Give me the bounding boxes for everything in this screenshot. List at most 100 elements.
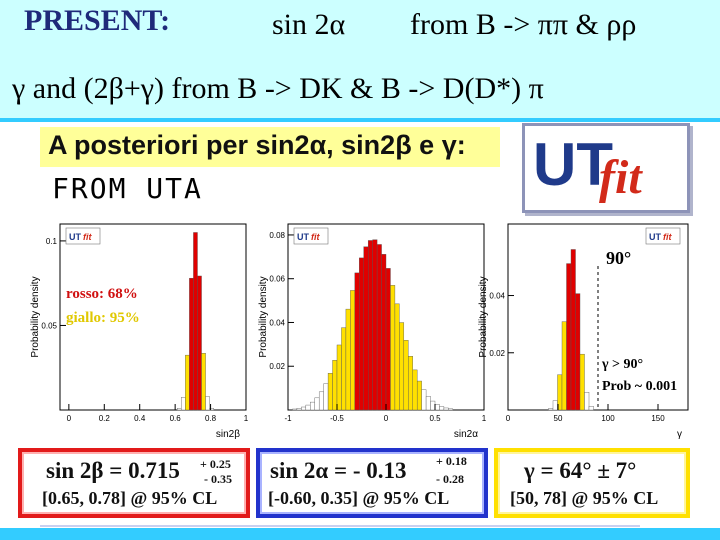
legend-outer: giallo: 95% [66,310,140,326]
histogram-bar [209,408,214,411]
y-tick-label: 0.04 [489,292,505,301]
x-tick-label: 0 [384,414,389,423]
x-tick-label: 0.5 [429,414,441,423]
y-axis-label: Probability density [478,276,489,357]
histogram-bar [399,322,405,411]
sin2alpha-label: sin 2α [272,8,346,41]
histogram-bar [193,232,198,411]
histogram-bar [310,401,315,411]
gamma-value: γ = 64° ± 7° [524,458,637,483]
annotation-prob: Prob ~ 0.001 [602,379,677,394]
y-tick-label: 0.04 [269,318,285,327]
histogram-bar [579,353,585,411]
histogram-bar [292,408,298,411]
x-tick-label: 100 [601,414,615,423]
y-tick-label: 0.06 [269,275,285,284]
gamma-range: [50, 78] @ 95% CL [510,488,659,508]
header-banner: PRESENT: sin 2α from B -> ππ & ρρ γ and … [0,0,720,122]
histogram-bar [341,327,347,411]
title-band [40,127,500,167]
histogram-bar [408,356,413,411]
histogram-bar [177,408,182,411]
logo-ut-text: UT [533,131,613,198]
histogram-bar [367,240,373,411]
histogram-bar [359,257,364,411]
histogram-bar [385,268,391,411]
present-label: PRESENT: [24,4,171,37]
histogram-bar [448,408,454,411]
x-tick-label: 0.2 [99,414,111,423]
sin2beta-result-box: sin 2β = 0.715 + 0.25 - 0.35 [0.65, 0.78… [18,448,250,518]
mini-logo-ut: UT [297,232,309,242]
sin2alpha-range: [-0.60, 0.35] @ 95% CL [268,488,450,508]
histogram-bar [403,340,409,411]
histogram-bar [421,389,427,411]
x-axis-label: sin2β [216,429,240,440]
x-axis-label: γ [677,429,682,440]
y-tick-label: 0.08 [269,231,285,240]
histogram-bar [197,275,202,411]
mini-logo-frame [65,227,101,245]
histogram-bar [443,407,449,411]
histogram-bar [372,239,378,411]
annotation-90: 90° [606,248,631,268]
histogram-bar [201,353,206,411]
x-tick-label: 0.6 [170,414,182,423]
sin2alpha-minus-error: - 0.28 [436,472,464,486]
histogram-bar [185,354,190,411]
slide-title: A posteriori per sin2α, sin2β e γ: [48,130,466,160]
histogram-bar [318,391,324,411]
gamma-result-box: γ = 64° ± 7° [50, 78] @ 95% CL [494,448,690,518]
sin2alpha-value: sin 2α = - 0.13 [270,458,407,483]
plot-frame [59,223,247,411]
x-tick-label: -1 [284,414,292,423]
sin2beta-range: [0.65, 0.78] @ 95% CL [42,488,218,508]
sin2alpha-histogram: -1 -0.5 0 0.5 1 0.02 0.04 0.06 0.08 Probability d… [258,223,487,440]
x-tick-label: 1 [244,414,249,423]
gamma-line: γ and (2β+γ) from B -> DK & B -> D(D*) π [12,72,544,105]
mini-logo-fit: fit [663,232,672,242]
from-b-pipi-label: from B -> ππ & ρρ [410,8,637,41]
histogram-bar [561,321,567,411]
histogram-bar [394,303,400,411]
histogram-bar [350,290,356,411]
histogram-bar [205,396,210,411]
sin2beta-histogram: 0 0.2 0.4 0.6 0.8 1 0.05 0.1 Probability density… [30,223,249,440]
histogram-bar [381,254,387,411]
histogram-bar [354,272,360,411]
legend-inner: rosso: 68% [66,286,138,302]
x-tick-label: -0.5 [330,414,344,423]
sin2alpha-plus-error: + 0.18 [436,454,467,468]
footer-bar [0,528,720,540]
histogram-bar [305,404,311,411]
histogram-bar [181,397,186,411]
histogram-bar [552,400,558,411]
y-axis-label: Probability density [258,276,269,357]
x-tick-label: 0.4 [134,414,146,423]
mini-logo-fit: fit [311,232,320,242]
histogram-bar [301,406,307,411]
sin2beta-value: sin 2β = 0.715 [46,458,180,483]
y-tick-label: 0.05 [41,321,57,330]
histogram-bar [584,392,590,411]
histogram-bar [345,308,351,411]
histogram-bar [575,293,581,411]
histogram-bar [566,263,572,411]
y-tick-label: 0.02 [269,362,285,371]
histogram-bar [430,400,436,411]
histogram-bar [390,285,396,411]
histogram-bar [314,397,320,411]
annotation-gt90: γ > 90° [601,357,643,372]
histogram-bar [376,244,382,411]
mini-logo-ut: UT [649,232,661,242]
histogram-bar [412,369,418,411]
from-uta-label: FROM UTA [52,172,203,205]
x-tick-label: 0 [67,414,72,423]
sin2beta-plus-error: + 0.25 [200,457,231,471]
bottom-divider [40,525,640,527]
mini-logo-frame [293,227,329,245]
utfit-logo: UT fit [522,123,690,213]
x-tick-label: 50 [554,414,563,423]
histogram-bar [439,406,445,411]
